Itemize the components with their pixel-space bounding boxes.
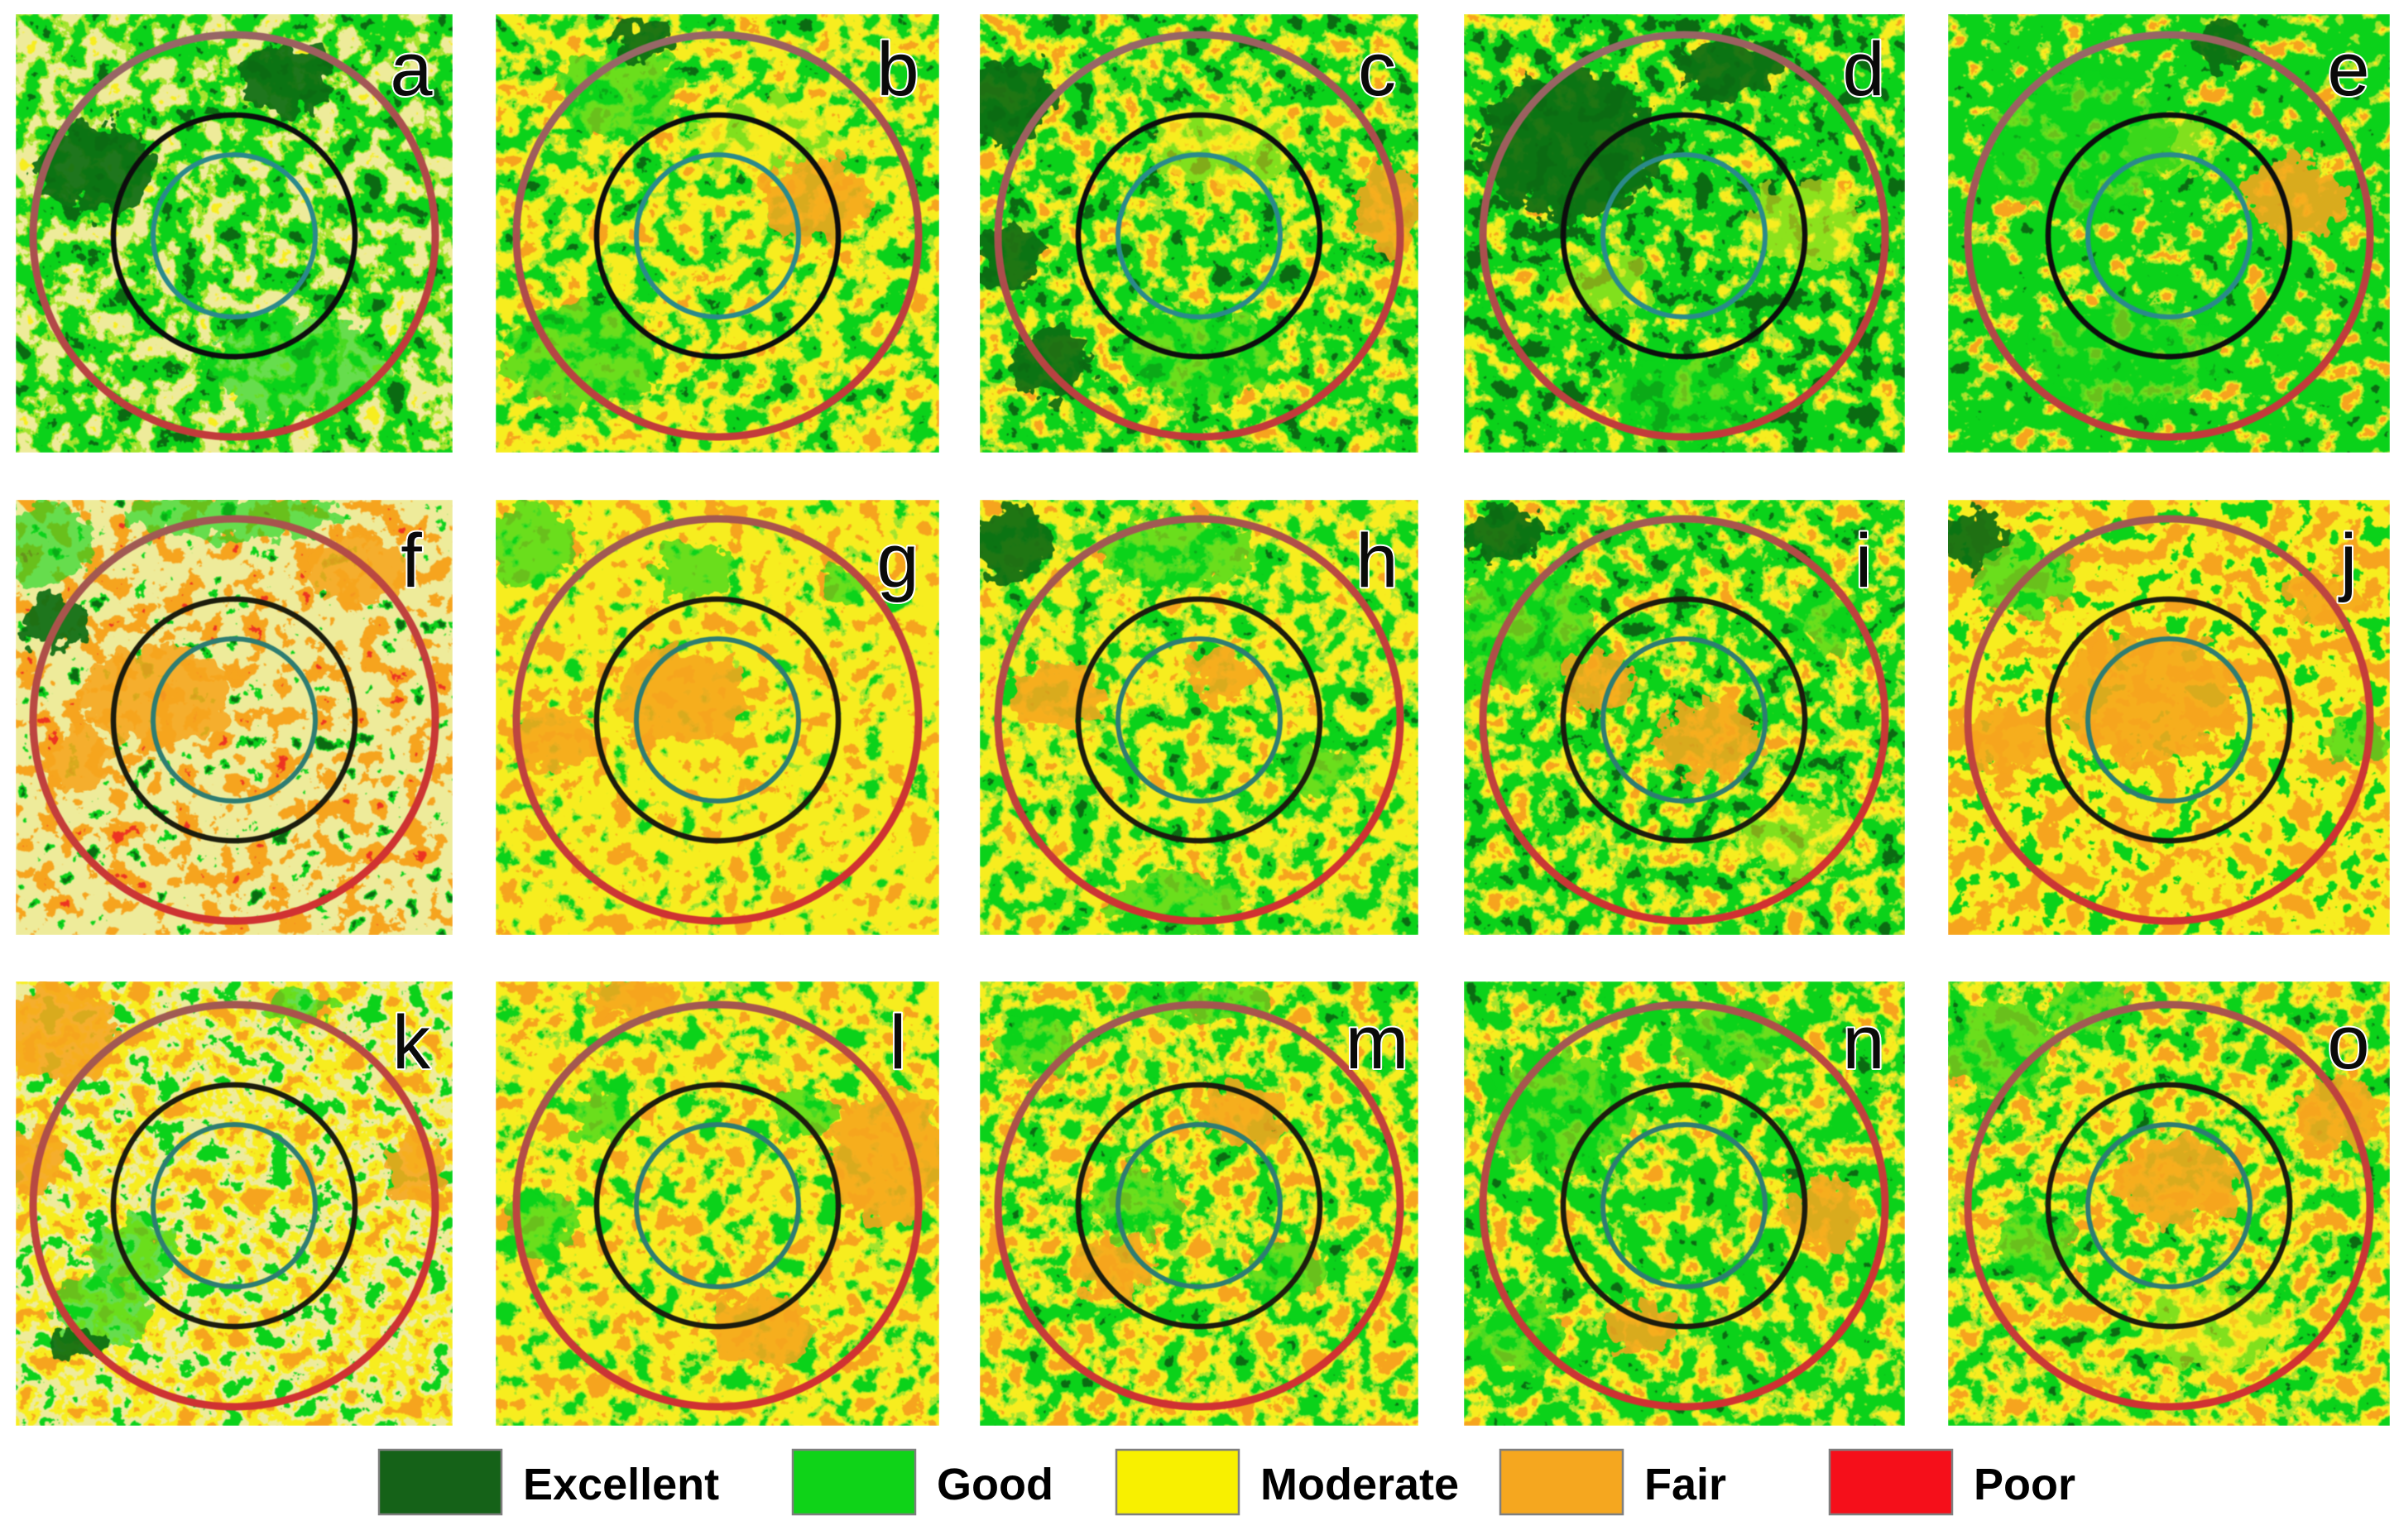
- svg-text:Good: Good: [937, 1460, 1053, 1509]
- svg-text:e: e: [2327, 27, 2369, 112]
- svg-text:m: m: [1346, 1000, 1409, 1085]
- svg-text:a: a: [390, 27, 433, 112]
- svg-text:j: j: [2338, 519, 2357, 603]
- svg-text:Fair: Fair: [1644, 1460, 1726, 1509]
- svg-text:i: i: [1855, 519, 1872, 603]
- svg-text:h: h: [1355, 519, 1398, 603]
- svg-text:o: o: [2327, 1000, 2369, 1085]
- svg-text:b: b: [876, 27, 919, 112]
- svg-text:n: n: [1842, 1000, 1884, 1085]
- svg-text:g: g: [876, 519, 919, 603]
- svg-text:Excellent: Excellent: [523, 1460, 719, 1509]
- svg-text:d: d: [1842, 27, 1884, 112]
- svg-text:c: c: [1358, 27, 1396, 112]
- svg-text:k: k: [392, 1000, 431, 1085]
- svg-text:f: f: [401, 519, 422, 603]
- svg-text:l: l: [890, 1000, 906, 1085]
- svg-text:Poor: Poor: [1974, 1460, 2075, 1509]
- svg-text:Moderate: Moderate: [1260, 1460, 1459, 1509]
